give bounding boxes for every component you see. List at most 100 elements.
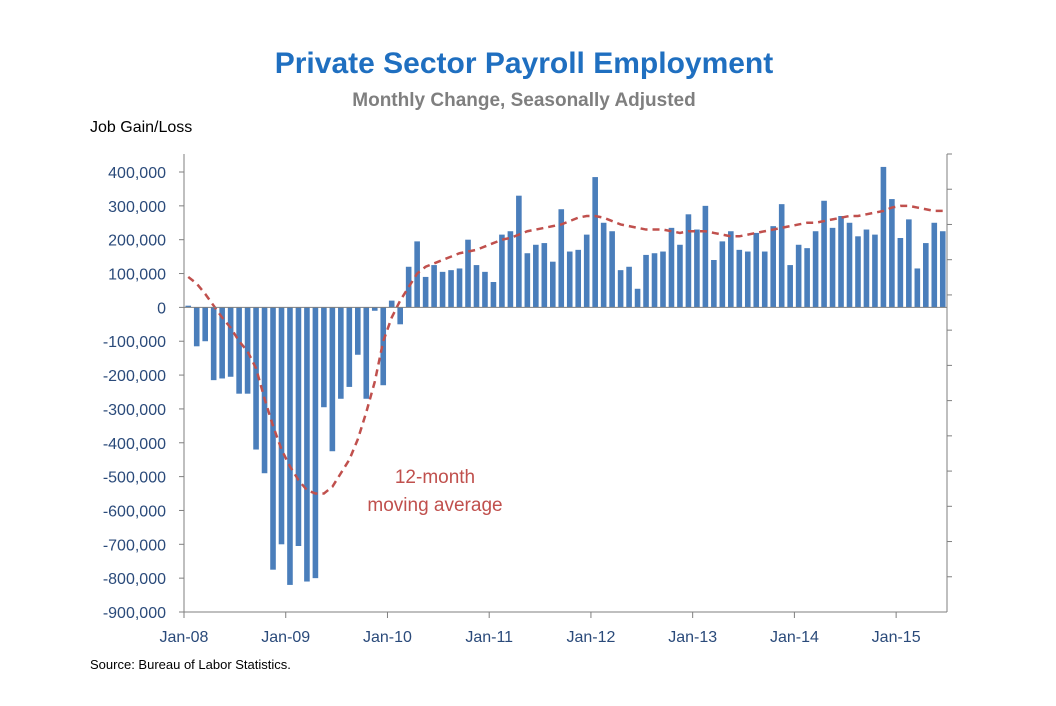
bar (651, 253, 658, 308)
bar (626, 266, 632, 308)
y-tick-label: -300,000 (103, 402, 166, 419)
moving-average-layer (187, 204, 943, 495)
bar (346, 307, 353, 387)
bar (185, 305, 192, 308)
bar (210, 307, 217, 381)
bar (456, 268, 463, 308)
bar (261, 307, 268, 474)
y-tick-label: 400,000 (108, 165, 166, 182)
bar (812, 231, 819, 308)
bar (465, 239, 471, 308)
bar (202, 307, 208, 342)
bar (804, 248, 810, 308)
bar (541, 243, 548, 308)
bar (583, 234, 590, 308)
bar (397, 307, 403, 325)
bar (728, 231, 734, 308)
bar (770, 226, 777, 308)
y-tick-label: 200,000 (108, 233, 166, 250)
bar (821, 200, 827, 308)
y-tick-label: -500,000 (103, 470, 166, 487)
bar (939, 231, 946, 308)
bar (838, 216, 844, 308)
bar (575, 249, 582, 308)
bar (236, 307, 242, 394)
bar (855, 236, 861, 308)
bar (558, 209, 565, 308)
y-tick-label: -900,000 (103, 605, 166, 622)
bar (482, 271, 488, 308)
bar (227, 307, 234, 377)
bar (880, 166, 887, 308)
bar (371, 307, 378, 311)
moving-average-line (187, 204, 943, 495)
bar (694, 229, 700, 308)
bar (312, 307, 319, 579)
bar (914, 268, 921, 308)
bar (278, 307, 285, 545)
bar (668, 227, 675, 308)
annotation-line-2: moving average (367, 495, 502, 516)
bar (736, 249, 743, 308)
bar (439, 271, 446, 308)
bar (643, 254, 649, 308)
bar (660, 251, 666, 308)
bar (702, 205, 709, 308)
bar (219, 307, 225, 379)
bar (787, 265, 793, 308)
bar (566, 251, 573, 308)
bar (617, 270, 624, 308)
source-note: Source: Bureau of Labor Statistics. (90, 657, 291, 672)
x-tick-label: Jan-09 (261, 629, 310, 646)
bar (906, 219, 912, 308)
bar (829, 227, 836, 308)
bar (609, 231, 615, 308)
bar (405, 266, 412, 308)
bar (431, 265, 437, 308)
bar (422, 276, 429, 308)
y-tick-label: -200,000 (103, 368, 166, 385)
y-tick-label: -400,000 (103, 436, 166, 453)
bar (592, 177, 598, 308)
bar (244, 307, 251, 394)
bar (600, 222, 607, 308)
y-tick-label: 0 (157, 300, 166, 317)
bar (388, 300, 395, 308)
bar (448, 270, 454, 308)
bar (490, 282, 497, 308)
chart-title: Private Sector Payroll Employment (275, 47, 774, 80)
tick-labels-layer: 400,000 300,000 200,000 100,000 0 -100,000 -20… (103, 165, 921, 646)
y-tick-label: 100,000 (108, 267, 166, 284)
bar (304, 307, 310, 582)
bar (549, 261, 556, 308)
bar (846, 222, 853, 308)
bar (533, 244, 539, 308)
x-tick-label: Jan-11 (465, 629, 513, 646)
bar (634, 288, 641, 308)
bar (287, 307, 293, 585)
y-tick-label: -100,000 (103, 334, 166, 351)
y-axis-title: Job Gain/Loss (90, 119, 192, 136)
bar (795, 244, 802, 308)
bar (677, 244, 683, 308)
bar (295, 307, 302, 546)
bar (931, 222, 938, 308)
bar (863, 229, 870, 308)
bar (516, 195, 522, 308)
bars-layer (185, 166, 946, 585)
bar (499, 234, 505, 308)
bar (889, 199, 895, 308)
y-tick-label: -800,000 (103, 571, 166, 588)
bar (355, 307, 361, 355)
bar (253, 307, 259, 450)
bar (711, 260, 717, 308)
bar (329, 307, 336, 452)
bar (753, 232, 760, 308)
bar (321, 307, 327, 408)
bar (507, 231, 514, 308)
x-tick-label: Jan-08 (160, 629, 209, 646)
x-tick-label: Jan-15 (872, 629, 921, 646)
bar (897, 238, 904, 308)
bar (363, 307, 370, 399)
bar (719, 241, 726, 308)
